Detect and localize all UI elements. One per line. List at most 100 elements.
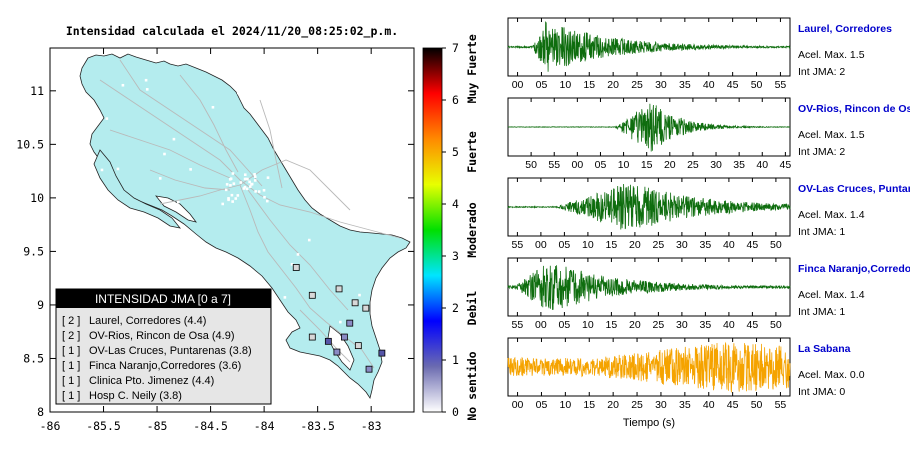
station-marker [341,333,348,341]
legend-item-label: OV-Las Cruces, Puntarenas (3.8) [89,345,252,357]
town-dot [231,172,235,175]
town-dot [283,296,287,299]
waveform-tick-label: 40 [723,319,735,331]
map-y-tick-label: 10.5 [16,137,44,151]
town-dot [245,187,249,191]
town-dot [100,168,104,172]
legend-box [55,288,272,405]
station-marker [292,264,300,271]
waveform-panel: 00 05 10 15 20 25 30 35 40 45 50 55 La Sabana Acel. M… [507,337,865,411]
map-frame [49,47,415,413]
colorbar-gradient [422,47,443,413]
legend-item-code: [ 1 ] [62,375,80,387]
station-name: Laurel, Corredores [798,23,892,35]
waveform-tick-label: 10 [618,159,630,171]
waveform-panel: 55 00 05 10 15 20 25 30 35 40 45 50 Finca Naranjo,Co… [507,257,910,331]
int-jma: Int JMA: 0 [798,386,845,398]
colorbar-tick-label: 4 [452,197,459,211]
map-y-tick-label: 9 [37,298,44,312]
town-dot [237,91,240,95]
waveform-tick-label: 30 [710,159,722,171]
town-dot [229,184,232,187]
legend-item-label: Finca Naranjo,Corredores (3.6) [89,360,241,372]
colorbar-tick-label: 0 [452,405,459,419]
town-dot [273,100,277,103]
waveform-tick-label: 50 [770,239,782,251]
int-jma: Int JMA: 1 [798,306,845,318]
road-network [99,59,401,369]
station-marker [378,349,386,357]
town-dot [225,183,229,186]
waveform-tick-label: 15 [606,319,618,331]
town-dot [253,84,257,88]
map-x-tick-label: -85.5 [86,419,121,433]
waveform-tick-label: 15 [641,159,653,171]
colorbar-category-label: Moderado [465,202,479,257]
town-dot [254,190,257,193]
town-dot [249,286,252,289]
waveform-tick-label: 00 [535,239,547,251]
intensity-colorbar: 0 1 2 3 4 5 6 7 No sentido Debil Moderado Fuerte Mu… [422,34,479,421]
waveform-tick-label: 55 [548,159,560,171]
waveform-tick-label: 25 [653,239,665,251]
legend-item-code: [ 1 ] [62,360,80,372]
map-y-tick-label: 8.5 [23,351,44,365]
waveform-trace [507,183,791,230]
town-dot [250,182,254,186]
town-dot [253,172,256,176]
waveform-tick-label: 45 [727,399,739,411]
town-dot [105,117,109,120]
legend-item-label: Laurel, Corredores (4.4) [89,315,206,327]
station-marker [308,333,316,341]
town-dot [101,267,104,271]
colorbar-category-label: Muy Fuerte [465,34,479,103]
colorbar-category-label: No sentido [465,351,479,420]
waveform-tick-label: 40 [723,239,735,251]
town-dot [189,168,192,171]
waveform-tick-label: 25 [631,79,643,91]
waveform-tick-label: 10 [560,399,572,411]
waveform-panel: 55 00 05 10 15 20 25 30 35 40 45 50 OV-Las Cruces, P… [507,177,910,251]
waveform-trace [507,103,791,152]
waveform-tick-label: 00 [512,399,524,411]
town-dot [227,197,230,200]
colorbar-ticks: 0 1 2 3 4 5 6 7 [442,41,459,419]
station-name: La Sabana [798,343,851,355]
waveform-panel: 50 55 00 05 10 15 20 25 30 35 40 45 OV-Rios, Rincon … [507,97,910,171]
waveform-tick-label: 00 [572,159,584,171]
town-dot [121,83,125,87]
colorbar-category-label: Fuerte [465,131,479,173]
town-dot [248,180,251,184]
legend-item-label: Hosp C. Neily (3.8) [89,390,182,402]
waveform-tick-label: 40 [703,399,715,411]
station-marker [365,365,373,373]
colorbar-tick-label: 7 [452,41,459,55]
town-dot [349,144,353,148]
waveform-tick-label: 05 [536,79,548,91]
town-dot [116,167,120,171]
waveform-tick-label: 55 [775,79,787,91]
waveform-tick-label: 30 [655,79,667,91]
waveform-tick-label: 10 [582,319,594,331]
waveform-tick-label: 45 [747,319,759,331]
town-dot [227,198,230,202]
town-dot [263,195,266,199]
waveform-tick-label: 45 [780,159,792,171]
town-dot [243,173,247,177]
waveform-tick-label: 55 [512,239,524,251]
waveform-panel: 00 05 10 15 20 25 30 35 40 45 50 55 Laurel, Corredor… [507,17,892,91]
legend-items: [ 2 ] Laurel, Corredores (4.4) [ 2 ] OV-Rio… [62,315,252,402]
town-dot [253,175,257,179]
waveform-tick-label: 15 [606,239,618,251]
town-dot [257,190,261,193]
colorbar-tick-label: 6 [452,93,459,107]
map-y-tick-label: 11 [30,84,44,98]
acel-max: Acel. Max. 0.0 [798,369,865,381]
station-marker [346,319,354,327]
waveform-tick-label: 50 [751,79,763,91]
map-y-tick-label: 8 [37,405,44,419]
legend-item-code: [ 2 ] [62,330,80,342]
legend-item-code: [ 2 ] [62,315,80,327]
map-x-tick-label: -84 [254,419,275,433]
town-dot [244,177,248,181]
